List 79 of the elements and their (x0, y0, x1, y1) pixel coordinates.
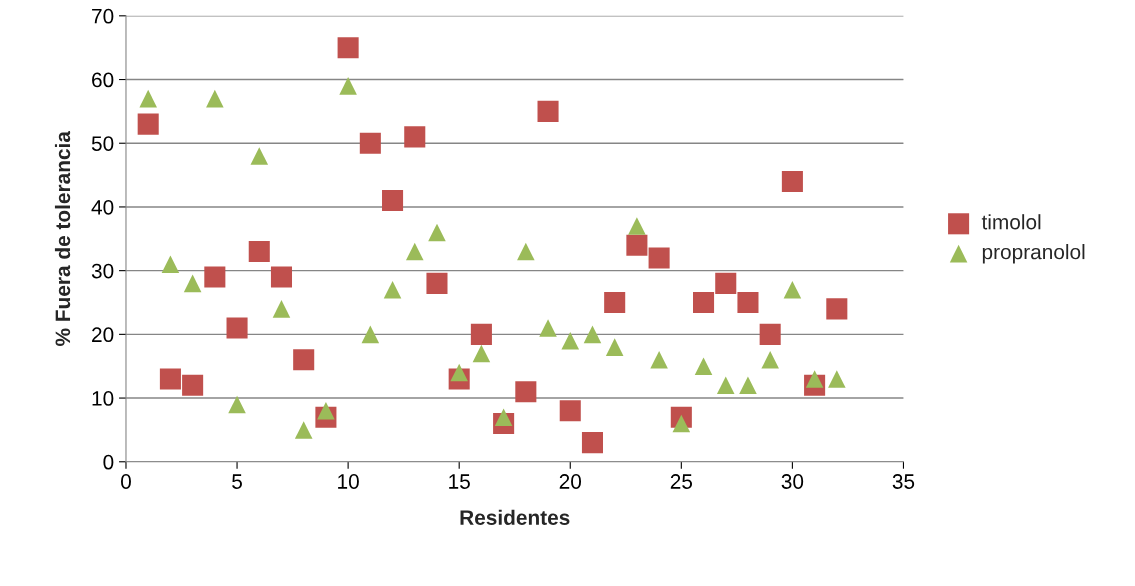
x-tick-label: 35 (892, 474, 915, 489)
point (826, 298, 848, 320)
point (272, 300, 291, 318)
point (450, 363, 468, 382)
y-axis-title: % Fuera de tolerancia (54, 130, 71, 346)
point (515, 381, 537, 403)
legend-label: propranolol (982, 244, 1085, 264)
point (250, 147, 269, 165)
y-tick-label: 20 (92, 327, 114, 343)
point (339, 77, 357, 95)
point (206, 89, 224, 108)
y-tick-label: 0 (103, 454, 114, 470)
point (517, 242, 535, 261)
y-tick-label: 40 (91, 199, 114, 215)
point (650, 351, 668, 369)
y-tick-label: 50 (91, 136, 114, 151)
point (759, 323, 781, 345)
point (293, 349, 315, 371)
point (715, 272, 737, 294)
point (294, 421, 313, 439)
x-tick-label: 0 (121, 474, 131, 489)
point (737, 291, 759, 314)
point (182, 374, 204, 396)
x-axis-title: Residentes (460, 509, 570, 525)
point (781, 170, 803, 192)
point (648, 247, 670, 269)
point (204, 266, 226, 288)
point (604, 291, 626, 314)
point (382, 190, 404, 212)
point (537, 100, 559, 122)
point (159, 368, 181, 390)
point (805, 370, 824, 388)
y-tick-label: 30 (91, 263, 114, 279)
point (581, 432, 603, 454)
y-tick-label: 70 (92, 8, 114, 24)
point (139, 89, 157, 108)
point (383, 280, 402, 299)
point (472, 344, 491, 363)
point (694, 357, 713, 375)
legend-label: timolol (981, 214, 1041, 230)
point (317, 402, 335, 420)
point (628, 217, 646, 235)
point (494, 408, 513, 426)
point (559, 400, 581, 422)
point (470, 323, 492, 345)
point (405, 242, 424, 261)
point (739, 376, 757, 395)
point (583, 325, 602, 344)
point (672, 414, 691, 433)
x-tick-label: 10 (338, 474, 359, 489)
point (626, 234, 648, 256)
x-tick-label: 30 (781, 474, 804, 489)
point (183, 274, 202, 293)
x-tick-label: 25 (670, 474, 693, 489)
point (828, 370, 846, 388)
y-tick-label: 60 (92, 72, 114, 88)
point (228, 395, 246, 414)
point (783, 280, 802, 299)
point (137, 113, 159, 135)
point (605, 338, 624, 356)
point (337, 37, 359, 59)
point (539, 319, 557, 337)
x-tick-label: 5 (232, 474, 242, 489)
point (226, 317, 248, 339)
point (248, 241, 270, 263)
y-tick-label: 10 (92, 391, 114, 406)
point (428, 223, 446, 242)
point (561, 331, 580, 350)
point (404, 126, 426, 148)
x-tick-label: 20 (559, 474, 582, 489)
point (693, 291, 715, 314)
point (359, 132, 381, 154)
point (161, 255, 180, 274)
point (426, 272, 448, 294)
point (761, 351, 779, 369)
x-tick-label: 15 (449, 474, 470, 489)
point (361, 325, 380, 344)
point (716, 376, 735, 395)
point (270, 266, 293, 288)
